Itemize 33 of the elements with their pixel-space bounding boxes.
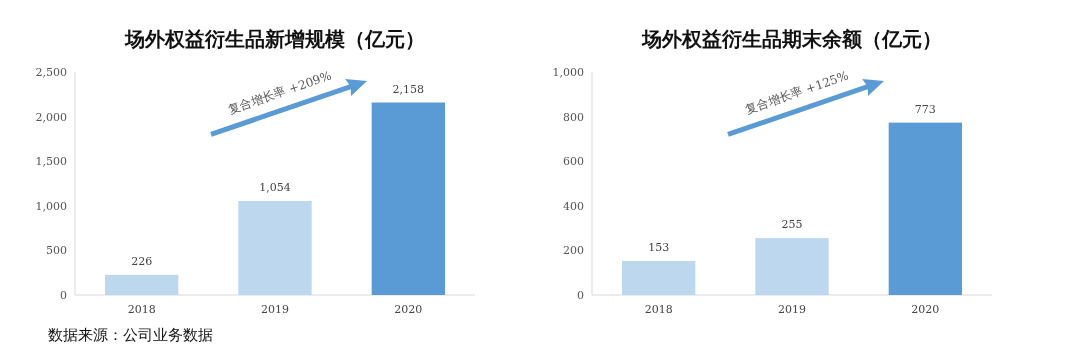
bar: [105, 274, 179, 295]
chart-title: 场外权益衍生品期末余额（亿元）: [641, 27, 942, 51]
y-tick-label: 0: [577, 289, 584, 302]
y-tick-label: 2,000: [35, 110, 67, 124]
y-tick-label: 800: [563, 110, 584, 124]
y-tick-label: 600: [563, 155, 584, 169]
data-label: 2,158: [392, 82, 425, 96]
y-tick-label: 400: [563, 199, 584, 213]
x-tick-label: 2018: [644, 303, 673, 316]
bar: [371, 102, 445, 295]
x-tick-label: 2020: [394, 303, 423, 316]
bar: [888, 122, 962, 295]
bar: [755, 238, 829, 295]
x-tick-label: 2019: [261, 303, 289, 316]
x-tick-label: 2019: [778, 303, 806, 316]
y-tick-label: 0: [60, 289, 67, 302]
x-tick-label: 2020: [911, 303, 940, 316]
source-note: 数据来源：公司业务数据: [48, 326, 213, 344]
data-label: 1,054: [259, 180, 291, 194]
chart-title: 场外权益衍生品新增规模（亿元）: [124, 27, 425, 51]
data-label: 226: [131, 254, 153, 268]
data-label: 153: [648, 240, 670, 254]
bar: [622, 260, 696, 295]
y-tick-label: 1,500: [35, 155, 67, 169]
x-tick-label: 2018: [127, 303, 156, 316]
data-label: 255: [781, 218, 803, 232]
data-label: 773: [914, 102, 936, 116]
y-tick-label: 200: [563, 244, 584, 258]
y-tick-label: 2,500: [35, 66, 67, 79]
y-tick-label: 500: [46, 244, 67, 258]
y-tick-label: 1,000: [35, 199, 67, 213]
bar: [238, 200, 312, 295]
y-tick-label: 1,000: [552, 66, 584, 79]
